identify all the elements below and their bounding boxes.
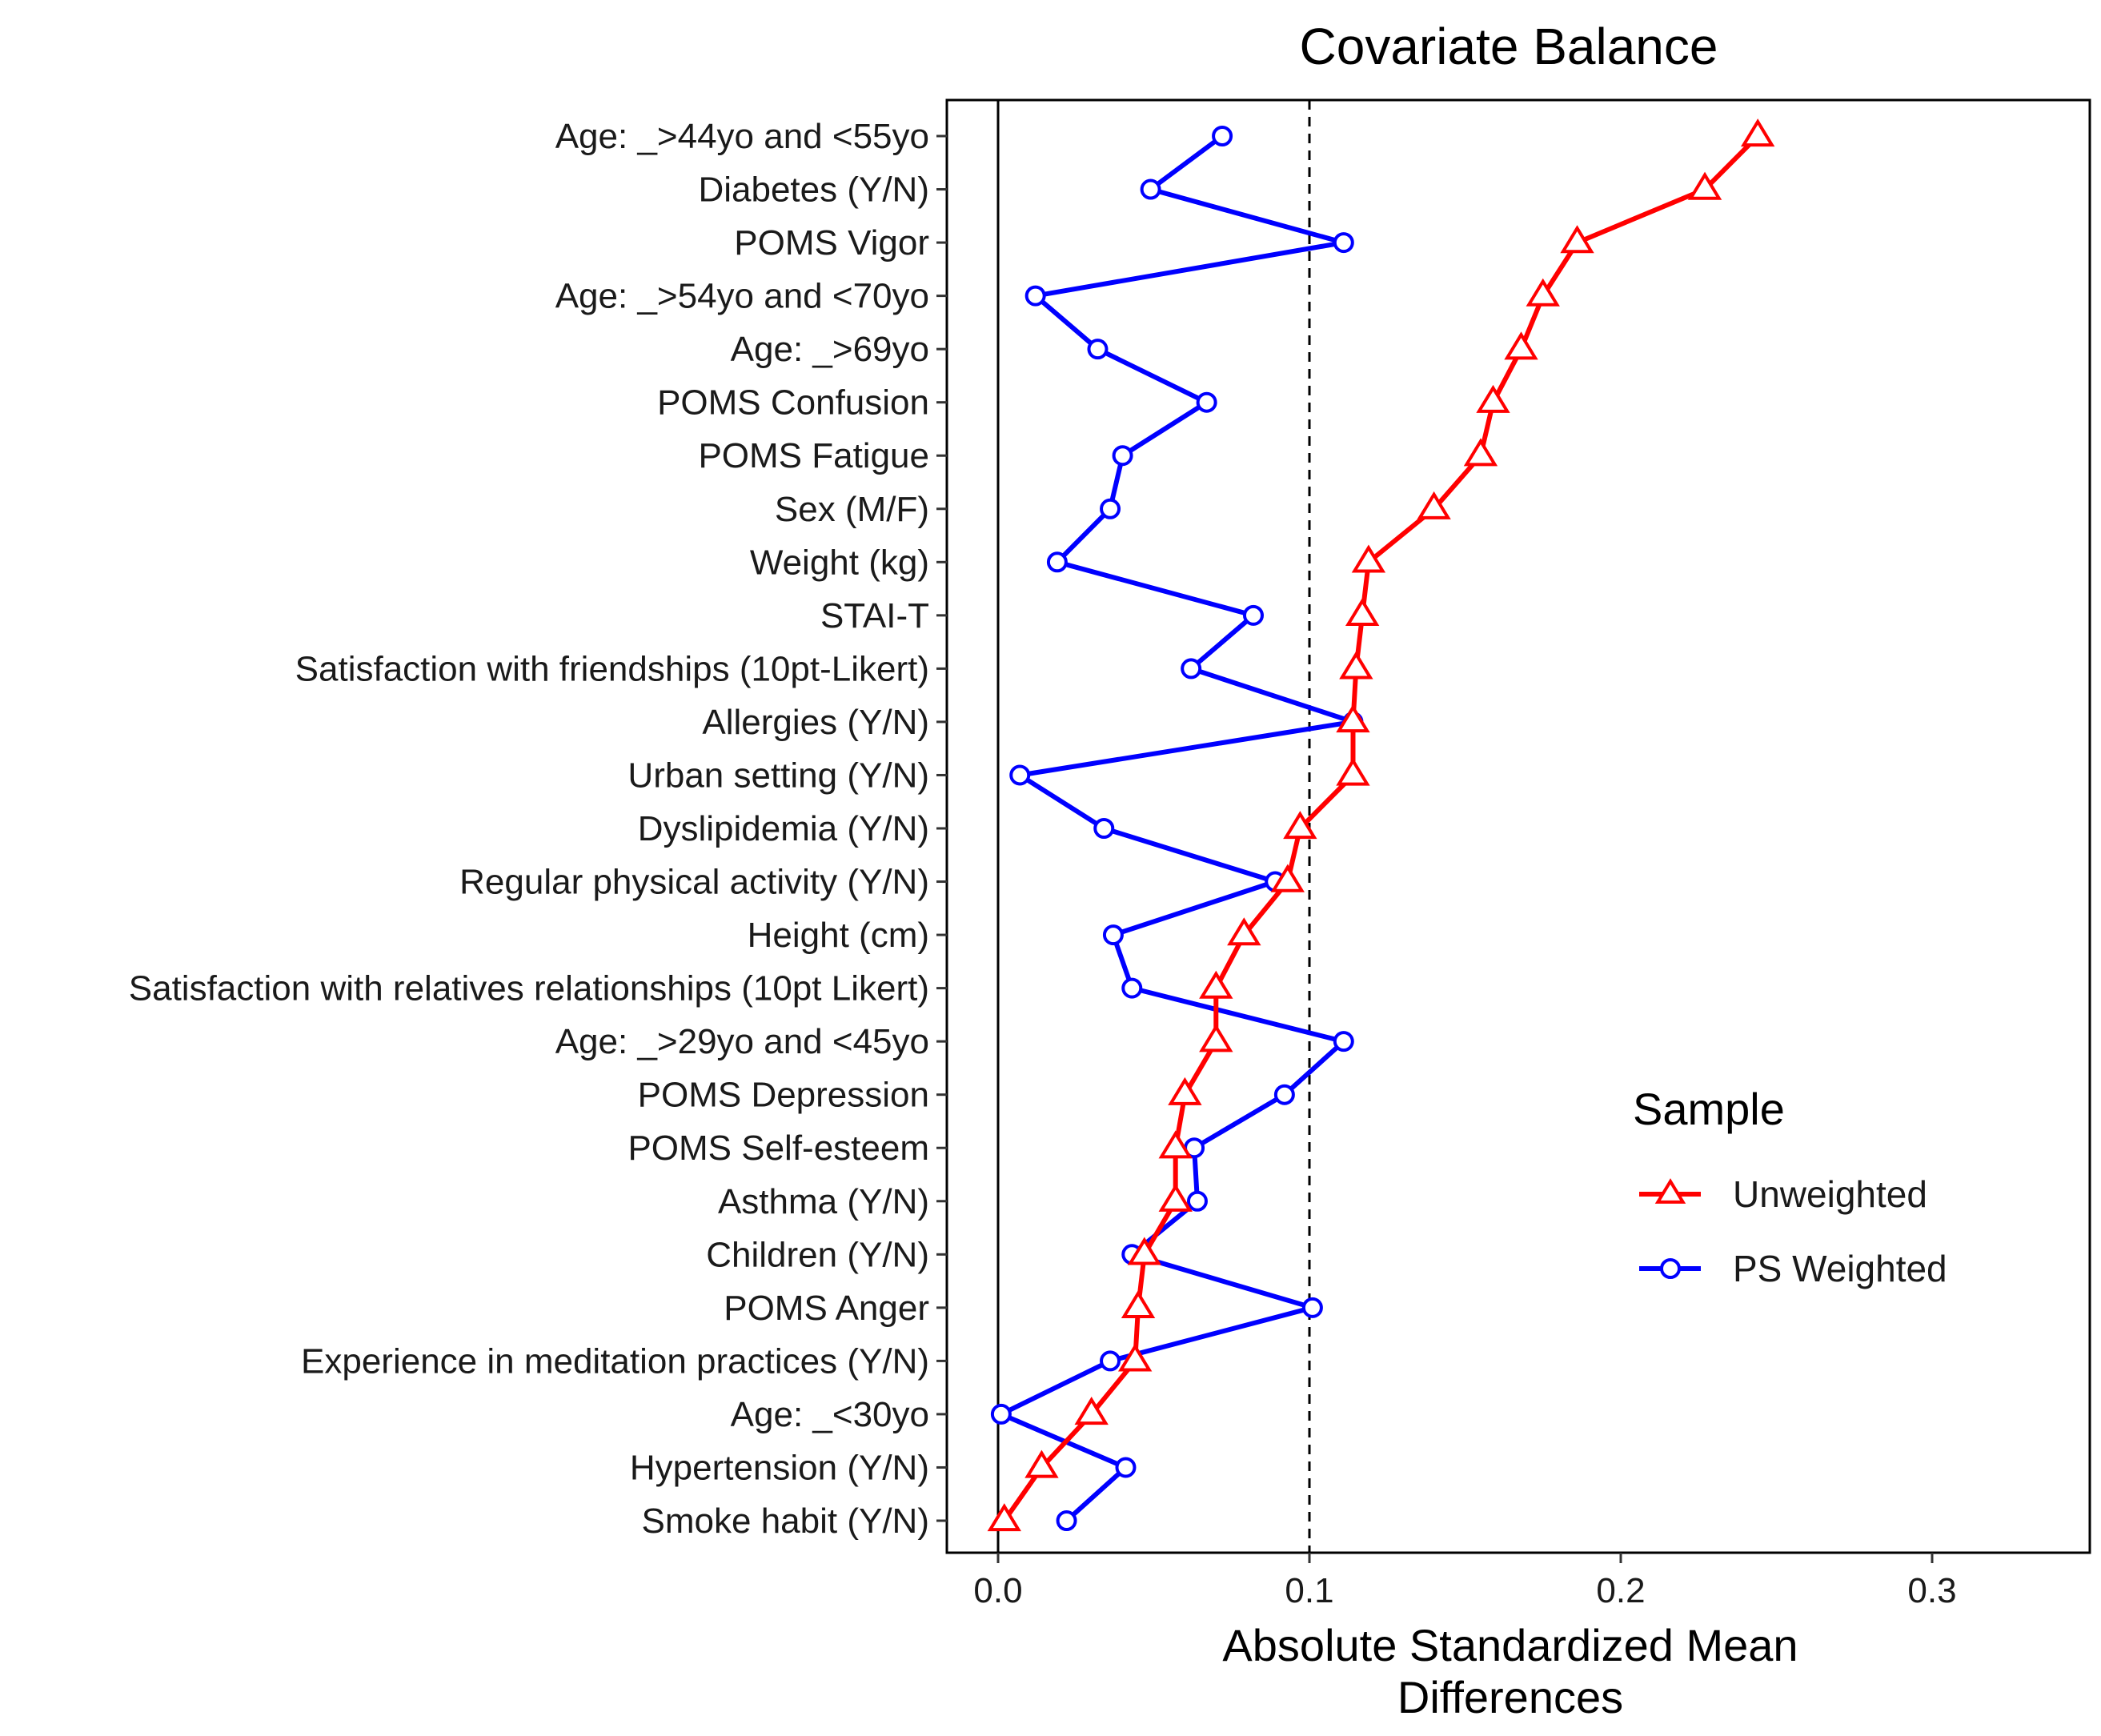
- unweighted-point: [1168, 1076, 1202, 1105]
- unweighted-point: [1199, 1024, 1233, 1052]
- unweighted-point: [1345, 597, 1380, 627]
- y-tick-label: Satisfaction with friendships (10pt-Like…: [295, 649, 929, 688]
- ps-weighted-point: [1186, 1190, 1208, 1212]
- y-tick-label: Weight (kg): [750, 543, 929, 582]
- y-tick-label: Asthma (Y/N): [718, 1182, 929, 1221]
- unweighted-point: [1158, 1130, 1193, 1159]
- y-tick-label: Smoke habit (Y/N): [642, 1501, 929, 1541]
- ps-weighted-point: [1087, 339, 1109, 360]
- y-tick-label: Children (Y/N): [706, 1235, 929, 1274]
- legend-triangle-marker: [1654, 1178, 1686, 1204]
- y-tick-label: Dyslipidemia (Y/N): [638, 809, 929, 848]
- x-tick-label: 0.2: [1596, 1571, 1645, 1610]
- legend-item-ps-weighted: PS Weighted: [1639, 1248, 1947, 1289]
- ps-weighted-point: [1121, 977, 1143, 999]
- unweighted-point: [1476, 384, 1510, 413]
- y-tick-label: POMS Depression: [638, 1076, 929, 1115]
- ps-weighted-point: [1301, 1297, 1323, 1318]
- ps-weighted-point: [1046, 551, 1068, 573]
- ps-weighted-point: [1100, 498, 1121, 519]
- unweighted-point: [1024, 1449, 1059, 1478]
- ps-weighted-point: [1102, 924, 1124, 946]
- y-tick-label: Urban setting (Y/N): [627, 756, 929, 795]
- y-tick-label: Allergies (Y/N): [702, 703, 929, 742]
- ps-weighted-point: [1333, 1031, 1354, 1052]
- ps-weighted-point: [1112, 445, 1133, 467]
- ps-weighted-point: [1100, 1350, 1121, 1372]
- ps-weighted-point: [1273, 1084, 1295, 1105]
- ps-weighted-point: [1181, 658, 1202, 680]
- unweighted-point: [1270, 864, 1305, 892]
- y-tick-label: Hypertension (Y/N): [630, 1448, 929, 1487]
- ps-weighted-point: [1056, 1510, 1077, 1531]
- y-tick-label: Age: _>54yo and <70yo: [555, 277, 929, 316]
- unweighted-point: [1463, 438, 1498, 467]
- y-tick-label: Diabetes (Y/N): [698, 170, 929, 210]
- x-axis-label-line1: Absolute Standardized Mean: [1222, 1620, 1798, 1670]
- x-axis-label-line2: Differences: [1397, 1672, 1623, 1722]
- y-tick-label: POMS Vigor: [734, 223, 929, 263]
- y-tick-label: POMS Self-esteem: [627, 1129, 929, 1168]
- unweighted-point: [1117, 1343, 1153, 1372]
- unweighted-point: [1199, 970, 1233, 999]
- y-tick-label: Regular physical activity (Y/N): [459, 863, 929, 902]
- unweighted-point: [1339, 651, 1373, 680]
- y-tick-label: Age: _>29yo and <45yo: [555, 1022, 929, 1061]
- x-tick-label: 0.0: [973, 1571, 1022, 1610]
- y-axis: Age: _>44yo and <55yo Diabetes (Y/N) POMS …: [129, 117, 947, 1541]
- unweighted-point: [1121, 1289, 1156, 1319]
- unweighted-point: [1740, 118, 1775, 147]
- y-tick-label: Height (cm): [748, 916, 929, 955]
- unweighted-point: [1526, 278, 1560, 307]
- ps-weighted-point: [1333, 232, 1354, 254]
- legend-circle-marker: [1660, 1258, 1681, 1279]
- data-series: [987, 118, 1775, 1532]
- ps-weighted-point: [1115, 1457, 1137, 1478]
- y-tick-label: Experience in meditation practices (Y/N): [301, 1341, 929, 1381]
- unweighted-point: [1074, 1397, 1109, 1425]
- legend-label: Unweighted: [1733, 1173, 1927, 1215]
- y-tick-label: Age: _>44yo and <55yo: [555, 117, 929, 156]
- y-tick-label: Sex (M/F): [775, 490, 929, 529]
- y-tick-label: Age: _>69yo: [731, 330, 929, 369]
- ps-weighted-point: [1242, 604, 1264, 626]
- y-tick-label: POMS Confusion: [657, 383, 929, 423]
- unweighted-point: [1158, 1183, 1193, 1212]
- unweighted-point: [1127, 1237, 1162, 1265]
- y-tick-label: STAI-T: [820, 596, 929, 635]
- unweighted-point: [1336, 757, 1370, 786]
- y-tick-label: Age: _<30yo: [731, 1395, 929, 1434]
- unweighted-point: [1283, 811, 1317, 840]
- unweighted-point: [1417, 491, 1451, 519]
- ps-weighted-point: [1196, 391, 1217, 413]
- unweighted-point: [1687, 171, 1722, 200]
- unweighted-point: [987, 1503, 1021, 1532]
- y-tick-label: POMS Anger: [724, 1289, 929, 1328]
- unweighted-point: [1351, 544, 1386, 573]
- unweighted-point: [1336, 704, 1370, 733]
- ps-weighted-point: [990, 1403, 1012, 1425]
- ps-weighted-point: [1024, 285, 1046, 307]
- x-tick-label: 0.1: [1285, 1571, 1333, 1610]
- legend-label: PS Weighted: [1733, 1248, 1947, 1289]
- unweighted-point: [1504, 331, 1538, 360]
- ps-weighted-point: [1009, 764, 1031, 786]
- chart-title: Covariate Balance: [1300, 18, 1718, 75]
- x-tick-label: 0.3: [1907, 1571, 1956, 1610]
- x-axis: 0.0 0.1 0.2 0.3: [973, 1553, 1957, 1610]
- ps-weighted-point: [1212, 126, 1233, 146]
- unweighted-point: [1227, 917, 1261, 946]
- unweighted-point: [1560, 225, 1594, 254]
- ps-weighted-point: [1140, 178, 1161, 200]
- ps-weighted-point: [1093, 818, 1115, 839]
- y-tick-label: Satisfaction with relatives relationship…: [129, 969, 929, 1008]
- legend-item-unweighted: Unweighted: [1639, 1173, 1927, 1215]
- legend-title: Sample: [1633, 1084, 1785, 1134]
- legend: Sample Unweighted PS Weighted: [1633, 1084, 1947, 1289]
- plot-panel: [945, 98, 2091, 1554]
- y-tick-label: POMS Fatigue: [698, 436, 929, 475]
